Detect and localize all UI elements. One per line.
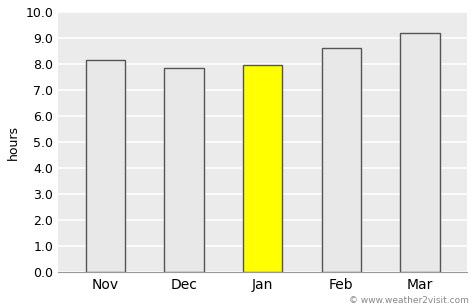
Bar bbox=[322, 48, 361, 272]
Bar bbox=[86, 60, 125, 272]
Bar bbox=[243, 65, 283, 272]
Y-axis label: hours: hours bbox=[7, 125, 20, 160]
Bar bbox=[400, 33, 439, 272]
Text: © www.weather2visit.com: © www.weather2visit.com bbox=[349, 296, 469, 305]
Bar bbox=[164, 68, 204, 272]
